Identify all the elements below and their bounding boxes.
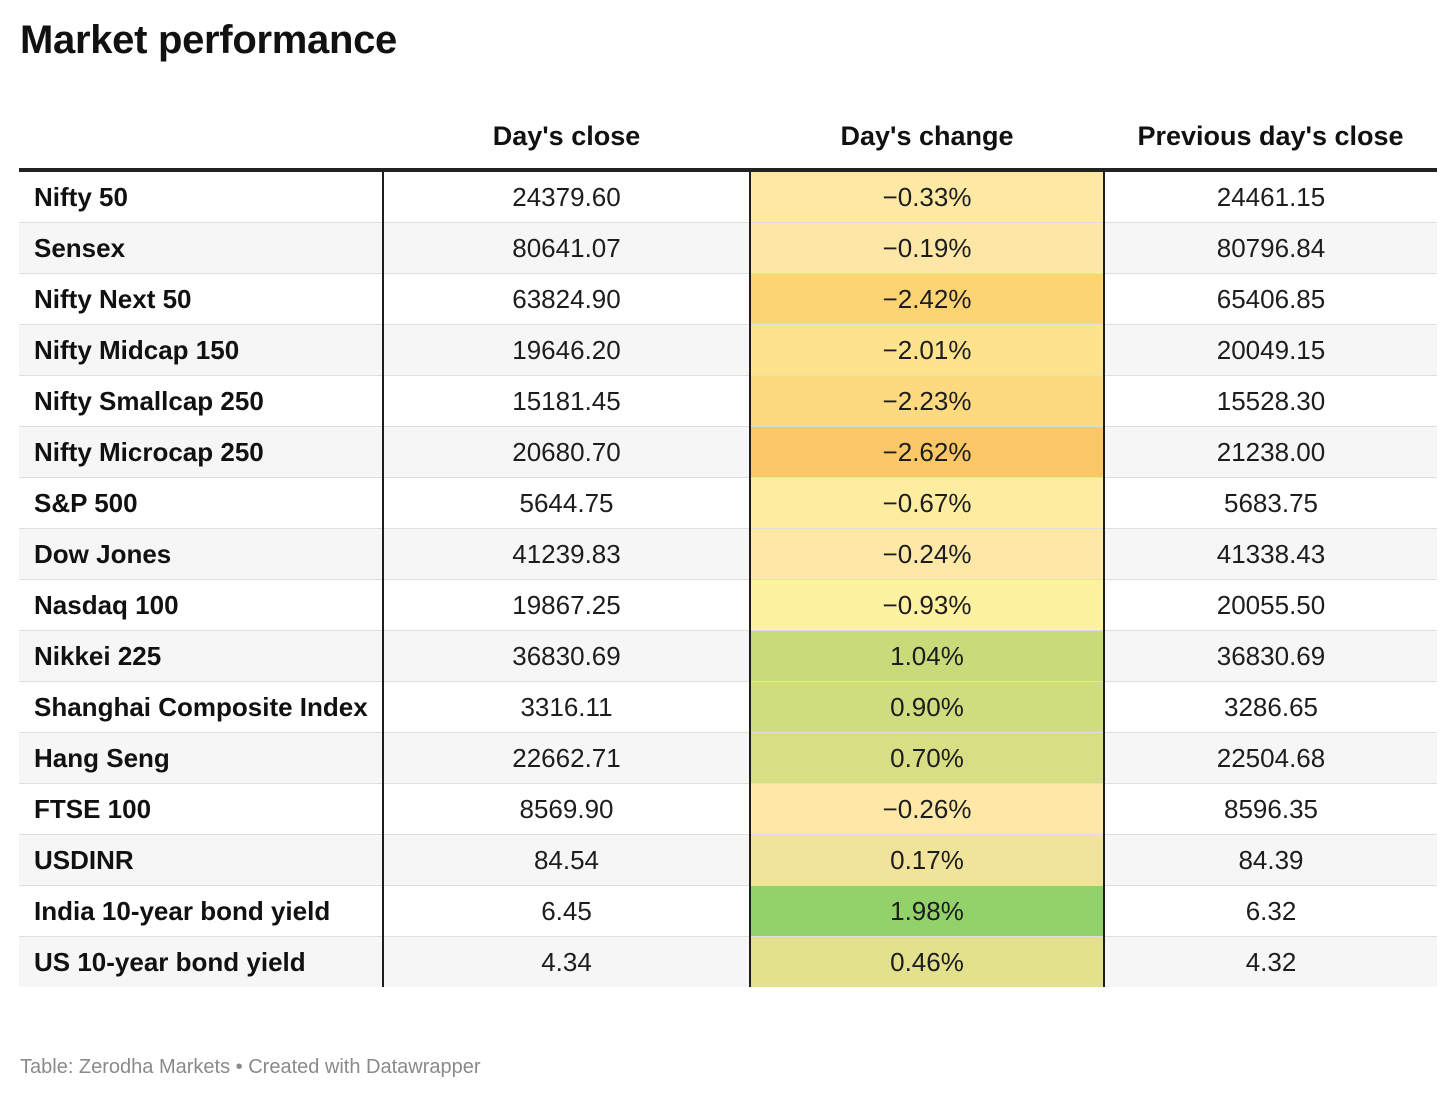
days-change-cell: −0.24% (750, 528, 1105, 580)
days-close-cell: 63824.90 (383, 273, 751, 325)
table-row: India 10-year bond yield 6.45 1.98% 6.32 (19, 885, 1437, 937)
source-footer: Table: Zerodha Markets • Created with Da… (20, 1056, 481, 1078)
table-row: Nifty Microcap 250 20680.70 −2.62% 21238.00 (19, 426, 1437, 478)
days-change-cell: −0.19% (750, 222, 1105, 274)
days-close-cell: 84.54 (383, 834, 751, 886)
previous-close-cell: 20055.50 (1104, 579, 1437, 631)
column-header-index (19, 104, 383, 172)
days-change-cell: −0.93% (750, 579, 1105, 631)
previous-close-cell: 4.32 (1104, 936, 1437, 987)
previous-close-cell: 20049.15 (1104, 324, 1437, 376)
table-row: Nifty 50 24379.60 −0.33% 24461.15 (19, 170, 1437, 223)
days-close-cell: 5644.75 (383, 477, 751, 529)
days-close-cell: 24379.60 (383, 170, 751, 223)
previous-close-cell: 80796.84 (1104, 222, 1437, 274)
days-change-cell: 0.17% (750, 834, 1105, 886)
previous-close-cell: 36830.69 (1104, 630, 1437, 682)
index-name-cell: Nifty Next 50 (19, 273, 384, 325)
previous-close-cell: 15528.30 (1104, 375, 1437, 427)
days-close-cell: 3316.11 (383, 681, 751, 733)
index-name-cell: Nifty Microcap 250 (19, 426, 384, 478)
days-close-cell: 15181.45 (383, 375, 751, 427)
previous-close-cell: 6.32 (1104, 885, 1437, 937)
days-close-cell: 19867.25 (383, 579, 751, 631)
table-row: Dow Jones 41239.83 −0.24% 41338.43 (19, 528, 1437, 580)
index-name-cell: Shanghai Composite Index (19, 681, 384, 733)
table-row: Nifty Midcap 150 19646.20 −2.01% 20049.15 (19, 324, 1437, 376)
table-row: Sensex 80641.07 −0.19% 80796.84 (19, 222, 1437, 274)
table-body: Nifty 50 24379.60 −0.33% 24461.15 Sensex 8064… (19, 170, 1437, 987)
days-change-cell: 0.90% (750, 681, 1105, 733)
days-close-cell: 80641.07 (383, 222, 751, 274)
days-close-cell: 4.34 (383, 936, 751, 987)
column-header-days-change: Day's change (750, 104, 1104, 172)
table-row: S&P 500 5644.75 −0.67% 5683.75 (19, 477, 1437, 529)
previous-close-cell: 3286.65 (1104, 681, 1437, 733)
column-header-days-close: Day's close (383, 104, 750, 172)
days-close-cell: 8569.90 (383, 783, 751, 835)
previous-close-cell: 41338.43 (1104, 528, 1437, 580)
table-row: Nasdaq 100 19867.25 −0.93% 20055.50 (19, 579, 1437, 631)
days-change-cell: −0.26% (750, 783, 1105, 835)
days-change-cell: −0.67% (750, 477, 1105, 529)
previous-close-cell: 24461.15 (1104, 170, 1437, 223)
page-title: Market performance (20, 18, 397, 62)
table-row: Nifty Smallcap 250 15181.45 −2.23% 15528.30 (19, 375, 1437, 427)
days-change-cell: 0.46% (750, 936, 1105, 987)
days-close-cell: 19646.20 (383, 324, 751, 376)
days-change-cell: 1.98% (750, 885, 1105, 937)
table-row: FTSE 100 8569.90 −0.26% 8596.35 (19, 783, 1437, 835)
days-close-cell: 22662.71 (383, 732, 751, 784)
days-change-cell: −2.01% (750, 324, 1105, 376)
header-row: Day's close Day's change Previous day's … (19, 104, 1437, 172)
days-change-cell: −2.42% (750, 273, 1105, 325)
previous-close-cell: 65406.85 (1104, 273, 1437, 325)
index-name-cell: Hang Seng (19, 732, 384, 784)
days-close-cell: 41239.83 (383, 528, 751, 580)
days-change-cell: −2.23% (750, 375, 1105, 427)
table-row: Nikkei 225 36830.69 1.04% 36830.69 (19, 630, 1437, 682)
index-name-cell: Nifty Midcap 150 (19, 324, 384, 376)
table-row: Shanghai Composite Index 3316.11 0.90% 3286… (19, 681, 1437, 733)
previous-close-cell: 8596.35 (1104, 783, 1437, 835)
days-change-cell: −2.62% (750, 426, 1105, 478)
index-name-cell: Nifty Smallcap 250 (19, 375, 384, 427)
days-change-cell: 1.04% (750, 630, 1105, 682)
previous-close-cell: 84.39 (1104, 834, 1437, 886)
days-change-cell: 0.70% (750, 732, 1105, 784)
days-change-cell: −0.33% (750, 170, 1105, 223)
index-name-cell: S&P 500 (19, 477, 384, 529)
table-row: USDINR 84.54 0.17% 84.39 (19, 834, 1437, 886)
index-name-cell: India 10-year bond yield (19, 885, 384, 937)
market-performance-table: Day's close Day's change Previous day's … (19, 104, 1437, 987)
index-name-cell: FTSE 100 (19, 783, 384, 835)
days-close-cell: 36830.69 (383, 630, 751, 682)
index-name-cell: Nikkei 225 (19, 630, 384, 682)
index-name-cell: US 10-year bond yield (19, 936, 384, 987)
index-name-cell: USDINR (19, 834, 384, 886)
previous-close-cell: 22504.68 (1104, 732, 1437, 784)
previous-close-cell: 21238.00 (1104, 426, 1437, 478)
table-row: US 10-year bond yield 4.34 0.46% 4.32 (19, 936, 1437, 987)
index-name-cell: Sensex (19, 222, 384, 274)
index-name-cell: Nifty 50 (19, 170, 384, 223)
previous-close-cell: 5683.75 (1104, 477, 1437, 529)
column-header-previous-close: Previous day's close (1104, 104, 1437, 172)
days-close-cell: 20680.70 (383, 426, 751, 478)
days-close-cell: 6.45 (383, 885, 751, 937)
index-name-cell: Nasdaq 100 (19, 579, 384, 631)
table-row: Hang Seng 22662.71 0.70% 22504.68 (19, 732, 1437, 784)
table-row: Nifty Next 50 63824.90 −2.42% 65406.85 (19, 273, 1437, 325)
index-name-cell: Dow Jones (19, 528, 384, 580)
